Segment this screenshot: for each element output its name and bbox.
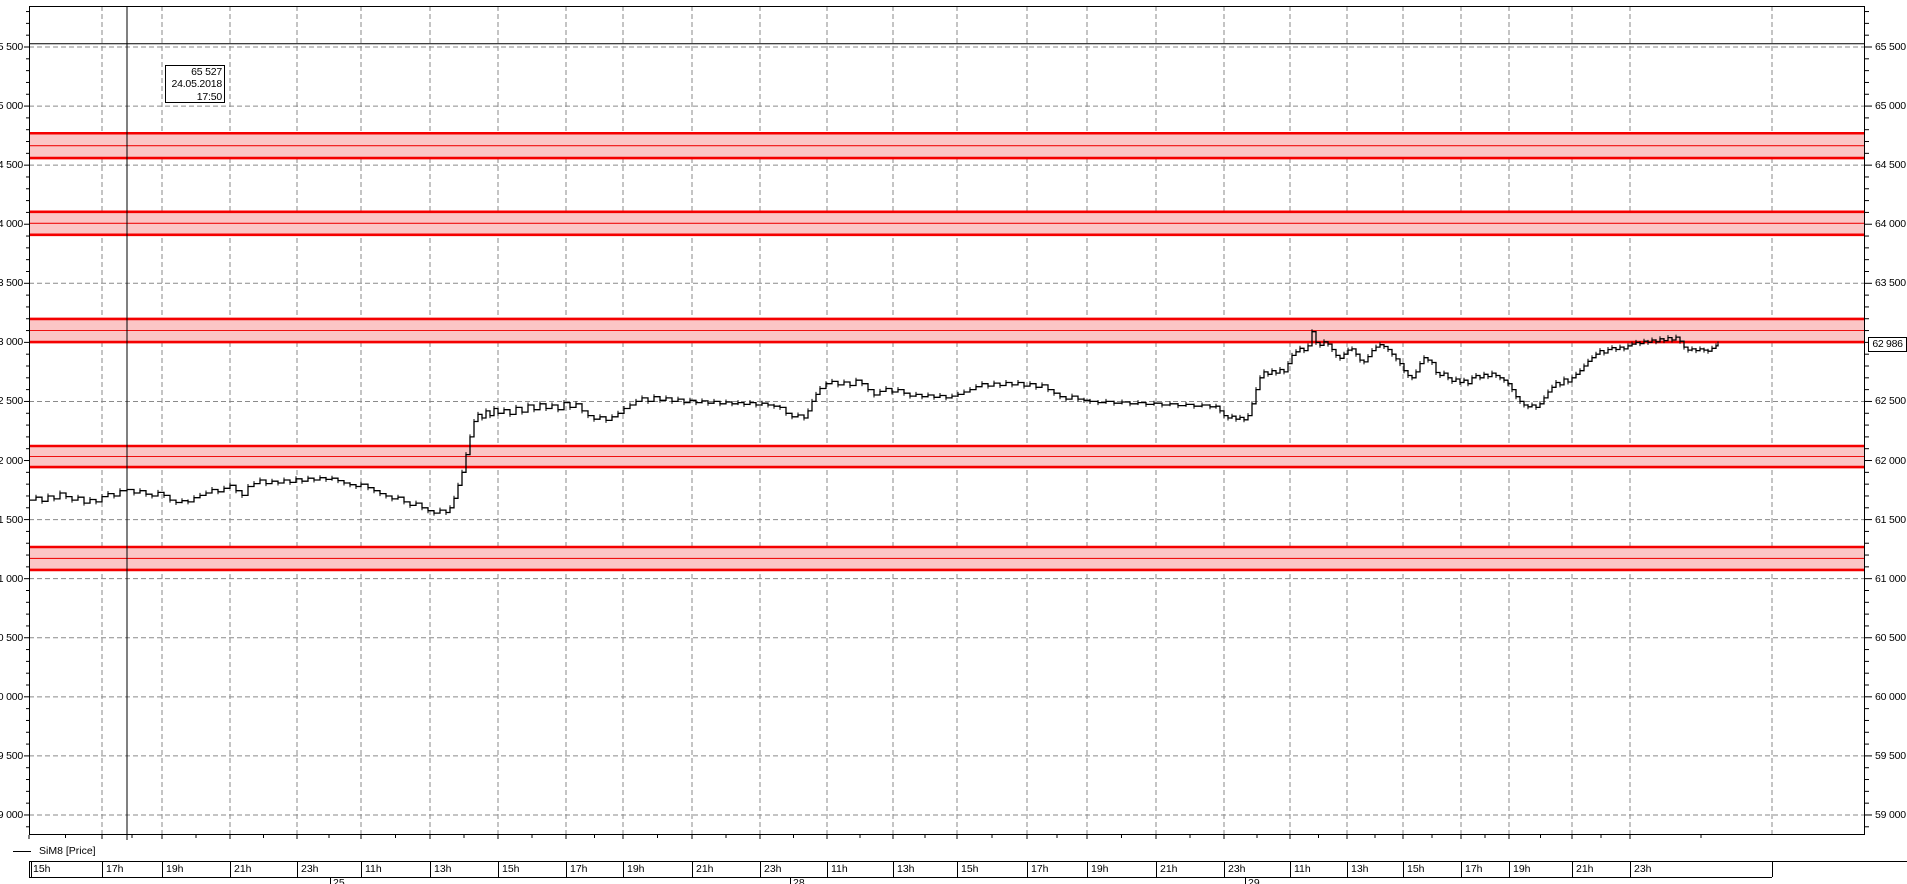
time-cell-label: 15h: [498, 862, 566, 877]
time-axis-right-edge: [1772, 862, 1773, 877]
y-axis-label-right: 59 000: [1875, 808, 1906, 821]
y-axis-label-left: 59 000: [0, 808, 23, 821]
series-label: SiM8 [Price]: [39, 845, 96, 857]
legend[interactable]: SiM8 [Price]: [13, 843, 96, 859]
series-line-sample-icon: [13, 850, 31, 852]
time-cell-label: 11h: [827, 862, 893, 877]
y-axis-label-left: 60 500: [0, 631, 23, 644]
y-axis-label-right: 61 500: [1875, 513, 1906, 526]
crosshair: [29, 6, 1865, 840]
y-axis-label-right: 65 500: [1875, 41, 1906, 53]
date-tick: [1245, 877, 1246, 884]
axes: [24, 6, 1872, 839]
crosshair-tooltip: 65 527 24.05.2018 17:50: [165, 65, 225, 103]
time-cell-label: 19h: [623, 862, 692, 877]
time-cell-label: 15h: [957, 862, 1027, 877]
time-cell-label: 11h: [361, 862, 430, 877]
price-line: [30, 331, 1719, 514]
date-tick: [330, 877, 331, 884]
time-cell-label: 13h: [430, 862, 498, 877]
time-cell-label: 19h: [1509, 862, 1572, 877]
time-cell-label: 17h: [566, 862, 623, 877]
time-cell-label: 21h: [1572, 862, 1630, 877]
y-axis-label-left: 63 000: [0, 336, 23, 349]
y-axis-label-left: 59 500: [0, 749, 23, 762]
y-axis-label-right: 61 000: [1875, 572, 1906, 585]
last-price-marker: 62 986: [1868, 336, 1907, 352]
time-cell-label: 11h: [1290, 862, 1347, 877]
date-tick: [790, 877, 791, 884]
date-label: 28: [793, 877, 805, 884]
tooltip-time: 17:50: [196, 90, 222, 103]
time-cell-label: 15h: [1403, 862, 1461, 877]
time-cell-label: 23h: [760, 862, 827, 877]
y-axis-label-right: 62 000: [1875, 454, 1906, 467]
y-axis-label-left: 61 000: [0, 572, 23, 585]
time-cell-label: 23h: [1224, 862, 1290, 877]
y-axis-label-left: 61 500: [0, 513, 23, 526]
time-cell-label: 13h: [893, 862, 957, 877]
y-axis-label-left: 65 500: [0, 41, 23, 53]
time-axis-left-edge: [31, 862, 32, 877]
y-axis-label-left: 62 500: [0, 395, 23, 408]
date-label: 25: [333, 877, 345, 884]
y-axis-label-left: 63 500: [0, 277, 23, 290]
y-axis-label-right: 64 500: [1875, 159, 1906, 172]
time-cell-label: 17h: [1027, 862, 1087, 877]
y-axis-label-right: 64 000: [1875, 218, 1906, 231]
date-label: 29: [1248, 877, 1260, 884]
time-cell-label: 13h: [1347, 862, 1403, 877]
time-cell-label: 21h: [230, 862, 297, 877]
time-cell-label: 21h: [692, 862, 760, 877]
y-axis-label-left: 65 000: [0, 100, 23, 113]
time-cell-label: 19h: [162, 862, 230, 877]
y-axis-label-right: 65 000: [1875, 100, 1906, 113]
y-axis-label-right: 62 500: [1875, 395, 1906, 408]
y-axis-label-left: 62 000: [0, 454, 23, 467]
time-cell-label: 15h: [29, 862, 102, 877]
time-cell-label: 21h: [1156, 862, 1224, 877]
price-bars: [35, 329, 1719, 516]
time-axis-top-line: [29, 861, 1907, 862]
price-series: [30, 329, 1719, 516]
y-axis-label-right: 63 500: [1875, 277, 1906, 290]
gridlines: [30, 7, 1864, 834]
y-axis-label-right: 59 500: [1875, 749, 1906, 762]
y-axis-label-left: 64 000: [0, 218, 23, 231]
time-cell-label: 23h: [1630, 862, 1772, 877]
tooltip-price: 65 527: [191, 66, 222, 78]
tooltip-date: 24.05.2018: [171, 78, 222, 91]
time-cell-label: 17h: [1461, 862, 1509, 877]
time-cell-label: 23h: [297, 862, 361, 877]
y-axis-label-right: 60 500: [1875, 631, 1906, 644]
y-axis-label-right: 60 000: [1875, 690, 1906, 703]
time-cell-label: 17h: [102, 862, 162, 877]
y-axis-label-left: 60 000: [0, 690, 23, 703]
time-axis-bottom-line: [29, 877, 1772, 878]
time-cell-label: 19h: [1087, 862, 1156, 877]
y-axis-label-left: 64 500: [0, 159, 23, 172]
resistance-zones: [30, 131, 1864, 572]
